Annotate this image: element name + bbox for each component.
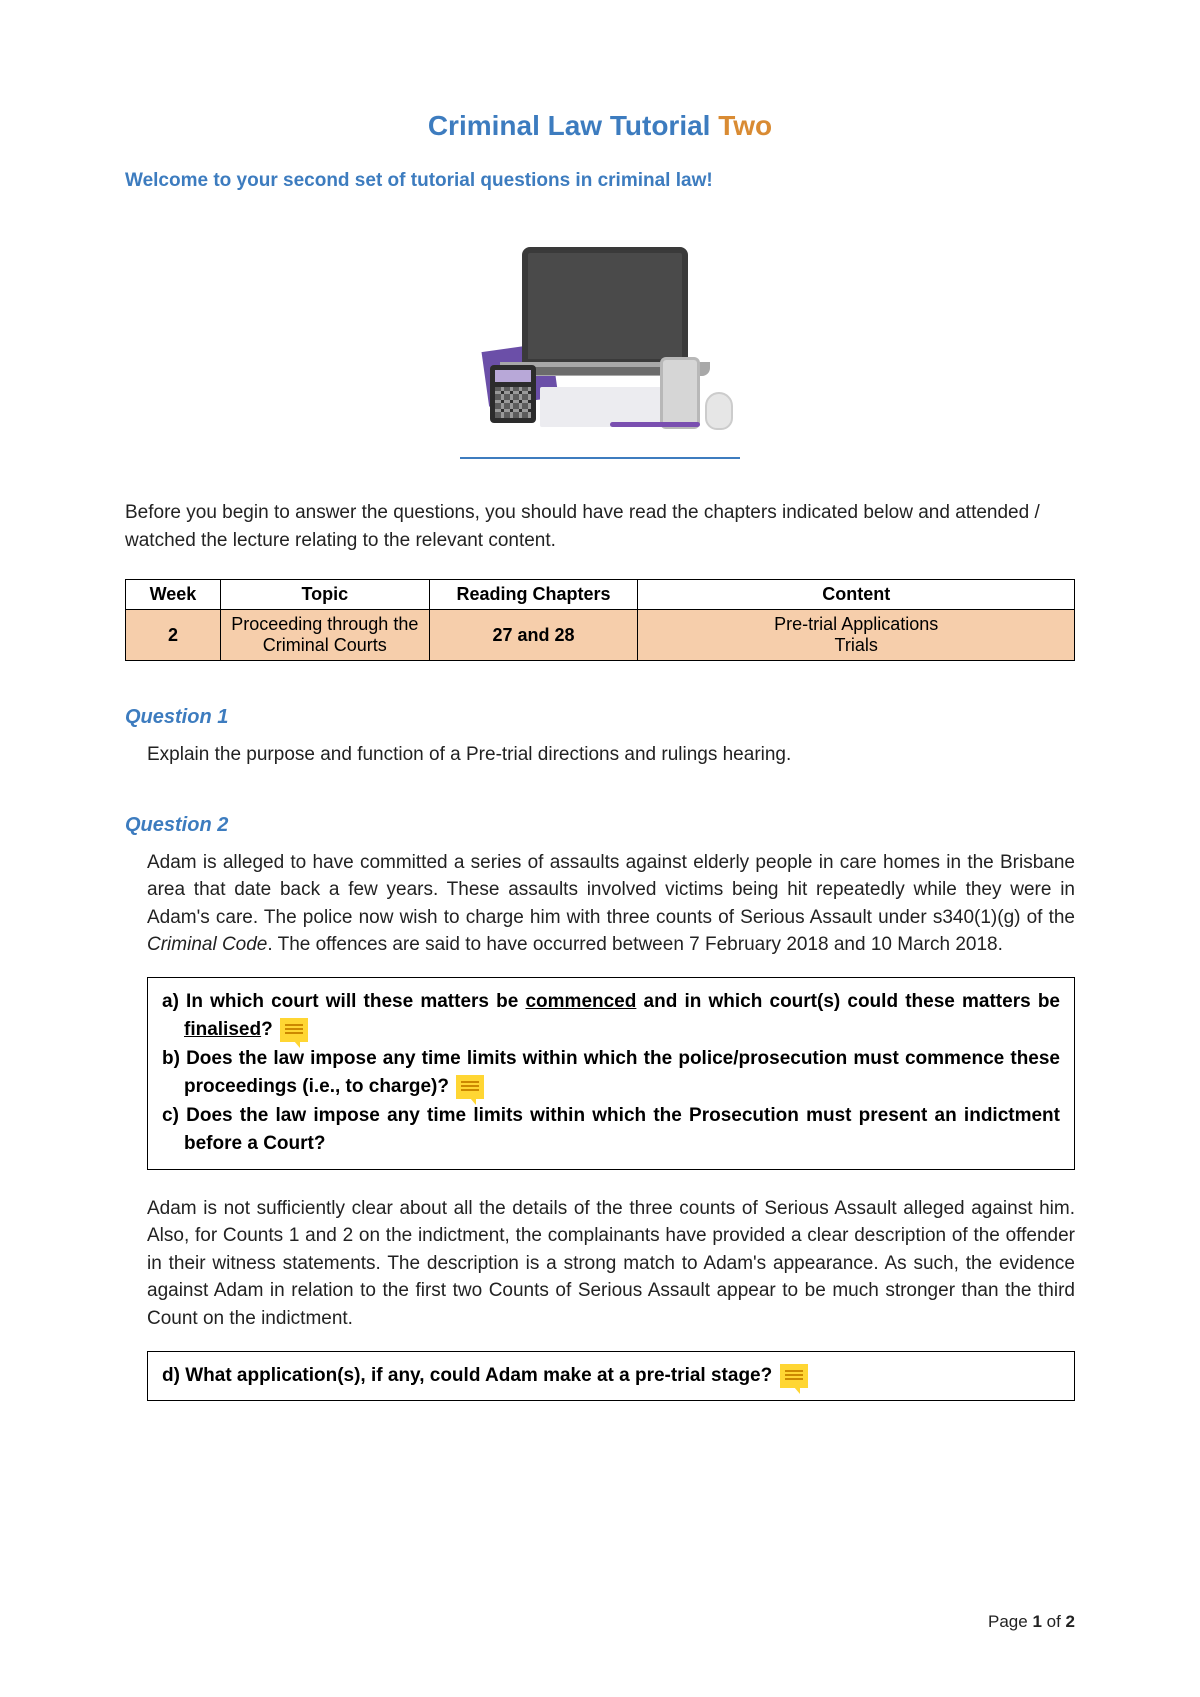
title-main: Criminal Law Tutorial <box>428 110 718 141</box>
q2a-mid: and in which court(s) could these matter… <box>636 991 1060 1012</box>
q2a-pre: a) In which court will these matters be <box>162 991 525 1012</box>
q2-p1-pre: Adam is alleged to have committed a seri… <box>147 852 1075 928</box>
td-reading: 27 and 28 <box>429 610 638 661</box>
q2-item-b: b) Does the law impose any time limits w… <box>162 1045 1060 1102</box>
td-week: 2 <box>126 610 221 661</box>
comment-icon[interactable] <box>780 1364 808 1388</box>
th-week: Week <box>126 580 221 610</box>
q2-item-a: a) In which court will these matters be … <box>162 988 1060 1045</box>
q2a-u2: finalised <box>184 1019 261 1040</box>
td-content: Pre-trial Applications Trials <box>638 610 1075 661</box>
subtitle: Welcome to your second set of tutorial q… <box>125 170 1075 192</box>
th-topic: Topic <box>220 580 429 610</box>
td-topic: Proceeding through the Criminal Courts <box>220 610 429 661</box>
question-2-heading: Question 2 <box>125 814 1075 837</box>
comment-icon[interactable] <box>456 1075 484 1099</box>
question-2-paragraph-2: Adam is not sufficiently clear about all… <box>147 1195 1075 1333</box>
th-reading: Reading Chapters <box>429 580 638 610</box>
pen-icon <box>610 422 700 427</box>
q2-p1-italic: Criminal Code <box>147 934 267 955</box>
question-2-box-1: a) In which court will these matters be … <box>147 977 1075 1170</box>
divider <box>460 457 740 459</box>
q2-p1-post: . The offences are said to have occurred… <box>267 934 1003 955</box>
content-line1: Pre-trial Applications <box>774 614 938 634</box>
q2b-text: b) Does the law impose any time limits w… <box>162 1048 1060 1098</box>
table-row: 2 Proceeding through the Criminal Courts… <box>126 610 1075 661</box>
q2a-u1: commenced <box>525 991 636 1012</box>
q2-item-c: c) Does the law impose any time limits w… <box>162 1102 1060 1159</box>
question-1-body: Explain the purpose and function of a Pr… <box>147 741 1075 769</box>
phone-icon <box>660 357 700 429</box>
title-accent: Two <box>718 110 772 141</box>
schedule-table: Week Topic Reading Chapters Content 2 Pr… <box>125 579 1075 661</box>
question-2-box-2: d) What application(s), if any, could Ad… <box>147 1351 1075 1402</box>
footer-pre: Page <box>988 1612 1032 1631</box>
illustration-wrap <box>125 237 1075 459</box>
mouse-icon <box>705 392 733 430</box>
calculator-icon <box>490 365 536 423</box>
intro-paragraph: Before you begin to answer the questions… <box>125 499 1075 554</box>
th-content: Content <box>638 580 1075 610</box>
workspace-illustration <box>450 237 750 437</box>
q2d-text: d) What application(s), if any, could Ad… <box>162 1365 772 1386</box>
question-1-heading: Question 1 <box>125 706 1075 729</box>
question-2-paragraph-1: Adam is alleged to have committed a seri… <box>147 849 1075 959</box>
comment-icon[interactable] <box>280 1018 308 1042</box>
footer-total: 2 <box>1066 1612 1075 1631</box>
q2a-post: ? <box>261 1019 273 1040</box>
content-line2: Trials <box>835 635 878 655</box>
footer-mid: of <box>1042 1612 1066 1631</box>
laptop-screen-icon <box>522 247 688 365</box>
document-title: Criminal Law Tutorial Two <box>125 110 1075 142</box>
paper-icon <box>540 387 670 427</box>
table-header-row: Week Topic Reading Chapters Content <box>126 580 1075 610</box>
footer-current: 1 <box>1032 1612 1041 1631</box>
q2-item-d: d) What application(s), if any, could Ad… <box>162 1362 1060 1391</box>
page-footer: Page 1 of 2 <box>988 1612 1075 1632</box>
